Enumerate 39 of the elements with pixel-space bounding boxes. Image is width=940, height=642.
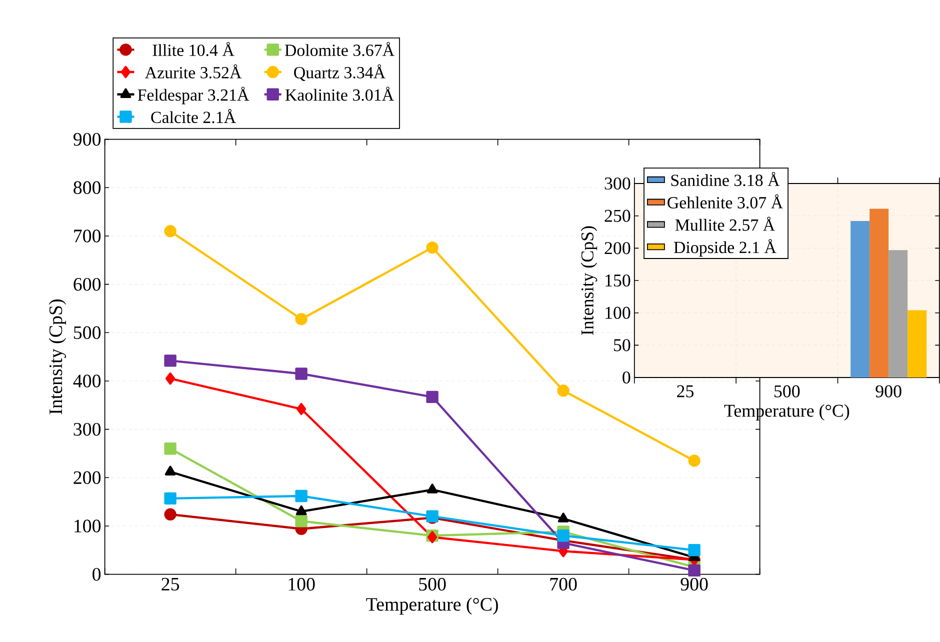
y-tick-label: 250 (604, 210, 630, 222)
legend-label: Azurite 3.52Å (145, 64, 242, 78)
legend-label: Feldespar 3.21Å (138, 86, 250, 104)
legend-label: Quartz 3.34Å (294, 64, 386, 81)
y-tick-label: 900 (74, 132, 101, 146)
y-tick-label: 50 (614, 339, 630, 352)
y-tick-label: 150 (606, 274, 630, 287)
x-tick-label: 500 (774, 385, 800, 398)
y-tick-label: 200 (74, 471, 101, 484)
x-tick-label: 900 (876, 385, 902, 398)
legend-label: Kaolinite 3.01Å (285, 86, 394, 101)
y-tick-label: 400 (73, 374, 101, 388)
y-tick-label: 200 (604, 242, 630, 254)
legend-label: Diopside 2.1 Å (674, 239, 776, 257)
legend-label: Illite 10.4 Å (152, 42, 234, 56)
y-tick-label: 100 (606, 306, 630, 319)
legend-label: Dolomite 3.67Å (284, 42, 394, 56)
y-tick-label: 0 (92, 568, 101, 581)
x-tick-label: 700 (550, 578, 577, 591)
y-tick-label: 600 (74, 278, 101, 291)
legend-label: Calcite 2.1Å (151, 109, 236, 124)
y-tick-label: 300 (74, 422, 101, 436)
x-tick-label: 500 (419, 578, 446, 591)
y-tick-label: 500 (74, 326, 101, 340)
y-tick-label: 800 (74, 181, 101, 194)
y-tick-label: 700 (74, 230, 101, 242)
legend-label: Mullite 2.57 Å (675, 216, 775, 231)
legend-label: Sanidine 3.18 Å (671, 172, 780, 186)
y-tick-label: 100 (74, 520, 101, 532)
y-axis-title: Intensity (CpS) (580, 226, 598, 335)
x-tick-label: 25 (162, 578, 180, 591)
x-tick-label: 25 (677, 385, 694, 398)
legend-label: Gehlenite 3.07 Å (668, 194, 783, 209)
x-tick-label: 900 (680, 578, 708, 591)
x-tick-label: 100 (288, 578, 315, 591)
y-tick-label: 0 (622, 371, 630, 384)
y-tick-label: 300 (604, 177, 630, 190)
y-axis-title: Intensity (CpS) (48, 300, 66, 414)
x-axis-title: Temperature (°C) (366, 597, 498, 615)
